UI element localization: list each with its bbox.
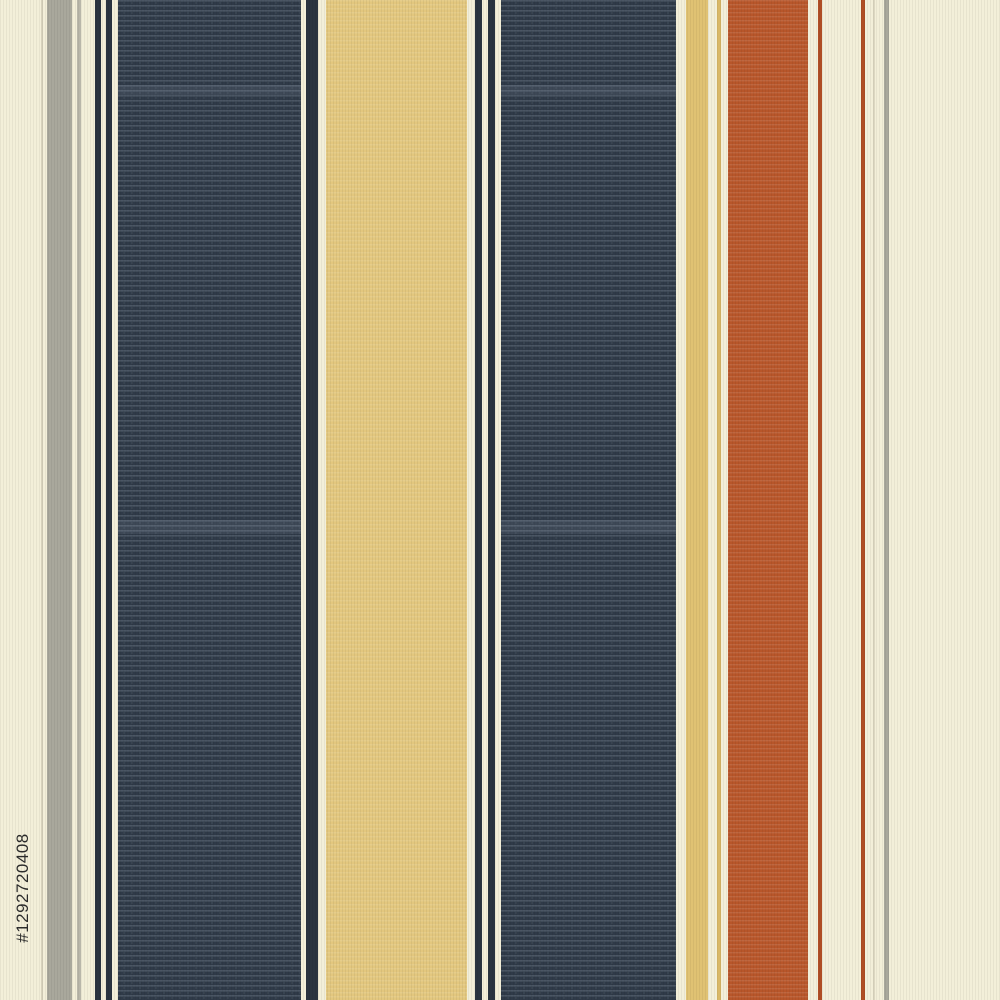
watermark-text: #1292720408 [13,833,32,943]
